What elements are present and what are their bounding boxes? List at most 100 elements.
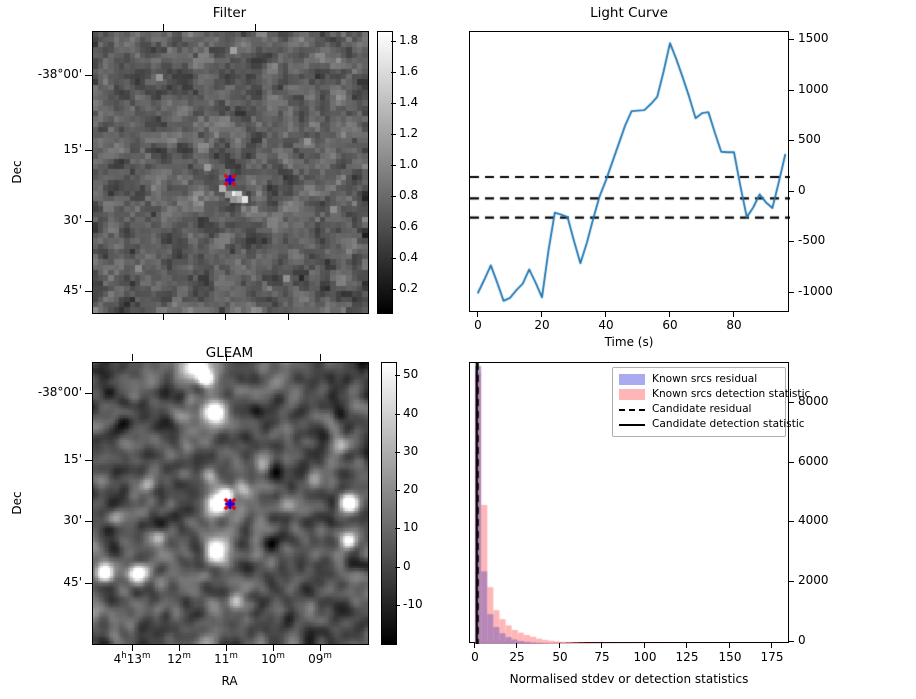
filter-cb-label-6: 1.4	[399, 95, 419, 109]
legend-swatch-known-detection	[619, 389, 645, 400]
lc-ytick-1	[789, 241, 794, 243]
gleam-cb-tick-1	[395, 567, 400, 569]
gleam-colorbar-gradient	[382, 363, 396, 644]
lc-xtick-3	[669, 312, 671, 317]
hist-xtick-6	[729, 643, 731, 648]
filter-cb-label-1: 0.4	[399, 250, 419, 264]
filter-ra-tick-4	[288, 313, 290, 320]
gleam-dec-tick-2	[85, 521, 92, 523]
filter-ra-tick-2	[163, 313, 165, 320]
hist-xtick-1	[516, 643, 518, 648]
lc-ylabel-0: -1000	[798, 284, 833, 298]
legend-line-candidate-detection	[619, 423, 645, 426]
light-curve-plot-area[interactable]	[469, 31, 790, 313]
gleam-ra-tick-0	[132, 354, 134, 361]
gleam-dec-tick-3	[85, 583, 92, 585]
filter-panel-title: Filter	[212, 5, 247, 21]
filter-cb-label-0: 0.2	[399, 281, 419, 295]
lc-ytick-5	[789, 39, 794, 41]
gleam-cb-label-6: 50	[403, 367, 419, 381]
lc-ylabel-5: 1500	[798, 31, 829, 45]
filter-cb-tick-6	[391, 103, 396, 105]
lc-ytick-3	[789, 140, 794, 142]
hist-ylabel-2: 4000	[798, 513, 829, 527]
filter-dec-label-0: -38°00'	[37, 67, 82, 81]
gleam-cb-label-1: 0	[403, 559, 411, 573]
filter-cb-tick-0	[391, 289, 396, 291]
lc-ylabel-2: 0	[798, 183, 806, 197]
gleam-dec-label-1: 15'	[63, 452, 82, 466]
filter-cb-tick-3	[391, 196, 396, 198]
lc-xtick-2	[605, 312, 607, 317]
gleam-ra-tick-b1	[179, 644, 181, 651]
filter-dec-tick-2	[85, 221, 92, 223]
lc-ytick-2	[789, 191, 794, 193]
legend-entry-1: Known srcs detection statistic	[619, 387, 810, 402]
gleam-cb-label-5: 40	[403, 406, 419, 420]
hist-ylabel-3: 6000	[798, 454, 829, 468]
gleam-ra-label-2: 11m	[214, 651, 238, 666]
hist-ytick-4	[789, 402, 794, 404]
gleam-cb-label-3: 20	[403, 482, 419, 496]
gleam-panel-title: GLEAM	[205, 345, 254, 361]
filter-dec-label-2: 30'	[63, 213, 82, 227]
gleam-ra-tick-b0	[132, 644, 134, 651]
gleam-cb-tick-6	[395, 375, 400, 377]
hist-xlabel-1: 25	[509, 650, 525, 664]
hist-xtick-5	[686, 643, 688, 648]
lc-xtick-1	[541, 312, 543, 317]
lc-ylabel-3: 500	[798, 132, 821, 146]
filter-cb-tick-1	[391, 258, 396, 260]
filter-cb-label-4: 1.0	[399, 157, 419, 171]
gleam-ra-tick-b2	[226, 644, 228, 651]
hist-ylabel-0: 0	[798, 633, 806, 647]
lc-xtick-4	[733, 312, 735, 317]
hist-xtick-0	[474, 643, 476, 648]
filter-ra-tick-0	[163, 24, 165, 31]
gleam-sky-image[interactable]	[92, 362, 369, 645]
legend-entry-2: Candidate residual	[619, 402, 779, 417]
hist-xlabel-4: 100	[633, 650, 657, 664]
gleam-colorbar	[381, 362, 397, 645]
lc-ytick-0	[789, 292, 794, 294]
hist-x-axis-label: Normalised stdev or detection statistics	[509, 672, 749, 686]
filter-ra-tick-1	[255, 24, 257, 31]
lc-xlabel-0: 0	[474, 318, 482, 332]
filter-cb-tick-8	[391, 41, 396, 43]
lc-ylabel-4: 1000	[798, 82, 829, 96]
legend-label-2: Candidate residual	[652, 403, 752, 415]
gleam-dec-label-2: 30'	[63, 513, 82, 527]
lc-ytick-4	[789, 90, 794, 92]
hist-xlabel-3: 75	[594, 650, 610, 664]
legend-swatch-known-residual	[619, 374, 645, 385]
lc-xlabel-3: 60	[662, 318, 678, 332]
hist-xlabel-6: 150	[718, 650, 742, 664]
legend-label-0: Known srcs residual	[652, 373, 758, 385]
hist-xlabel-5: 125	[675, 650, 699, 664]
filter-sky-image[interactable]	[92, 31, 369, 314]
hist-xtick-3	[601, 643, 603, 648]
lc-xlabel-1: 20	[534, 318, 550, 332]
filter-dec-label-3: 45'	[63, 283, 82, 297]
hist-ylabel-4: 8000	[798, 394, 829, 408]
filter-cb-label-8: 1.8	[399, 33, 419, 47]
filter-ra-tick-3	[225, 313, 227, 320]
gleam-ra-tick-1	[226, 354, 228, 361]
gleam-dec-tick-0	[85, 393, 92, 395]
legend-entry-3: Candidate detection statistic	[619, 417, 805, 432]
lc-x-axis-label: Time (s)	[604, 335, 654, 349]
hist-xlabel-0: 0	[471, 650, 479, 664]
filter-colorbar-gradient	[378, 32, 392, 313]
legend-line-candidate-residual	[619, 408, 645, 411]
filter-cb-tick-4	[391, 165, 396, 167]
histogram-legend: Known srcs residual Known srcs detection…	[612, 367, 810, 437]
gleam-y-axis-label: Dec	[10, 491, 24, 515]
gleam-dec-label-3: 45'	[63, 575, 82, 589]
hist-ylabel-1: 2000	[798, 573, 829, 587]
gleam-cb-tick-3	[395, 490, 400, 492]
lc-ylabel-1: -500	[798, 233, 826, 247]
filter-y-axis-label: Dec	[10, 160, 24, 184]
filter-dec-tick-0	[85, 75, 92, 77]
filter-cb-tick-7	[391, 72, 396, 74]
filter-colorbar	[377, 31, 393, 314]
